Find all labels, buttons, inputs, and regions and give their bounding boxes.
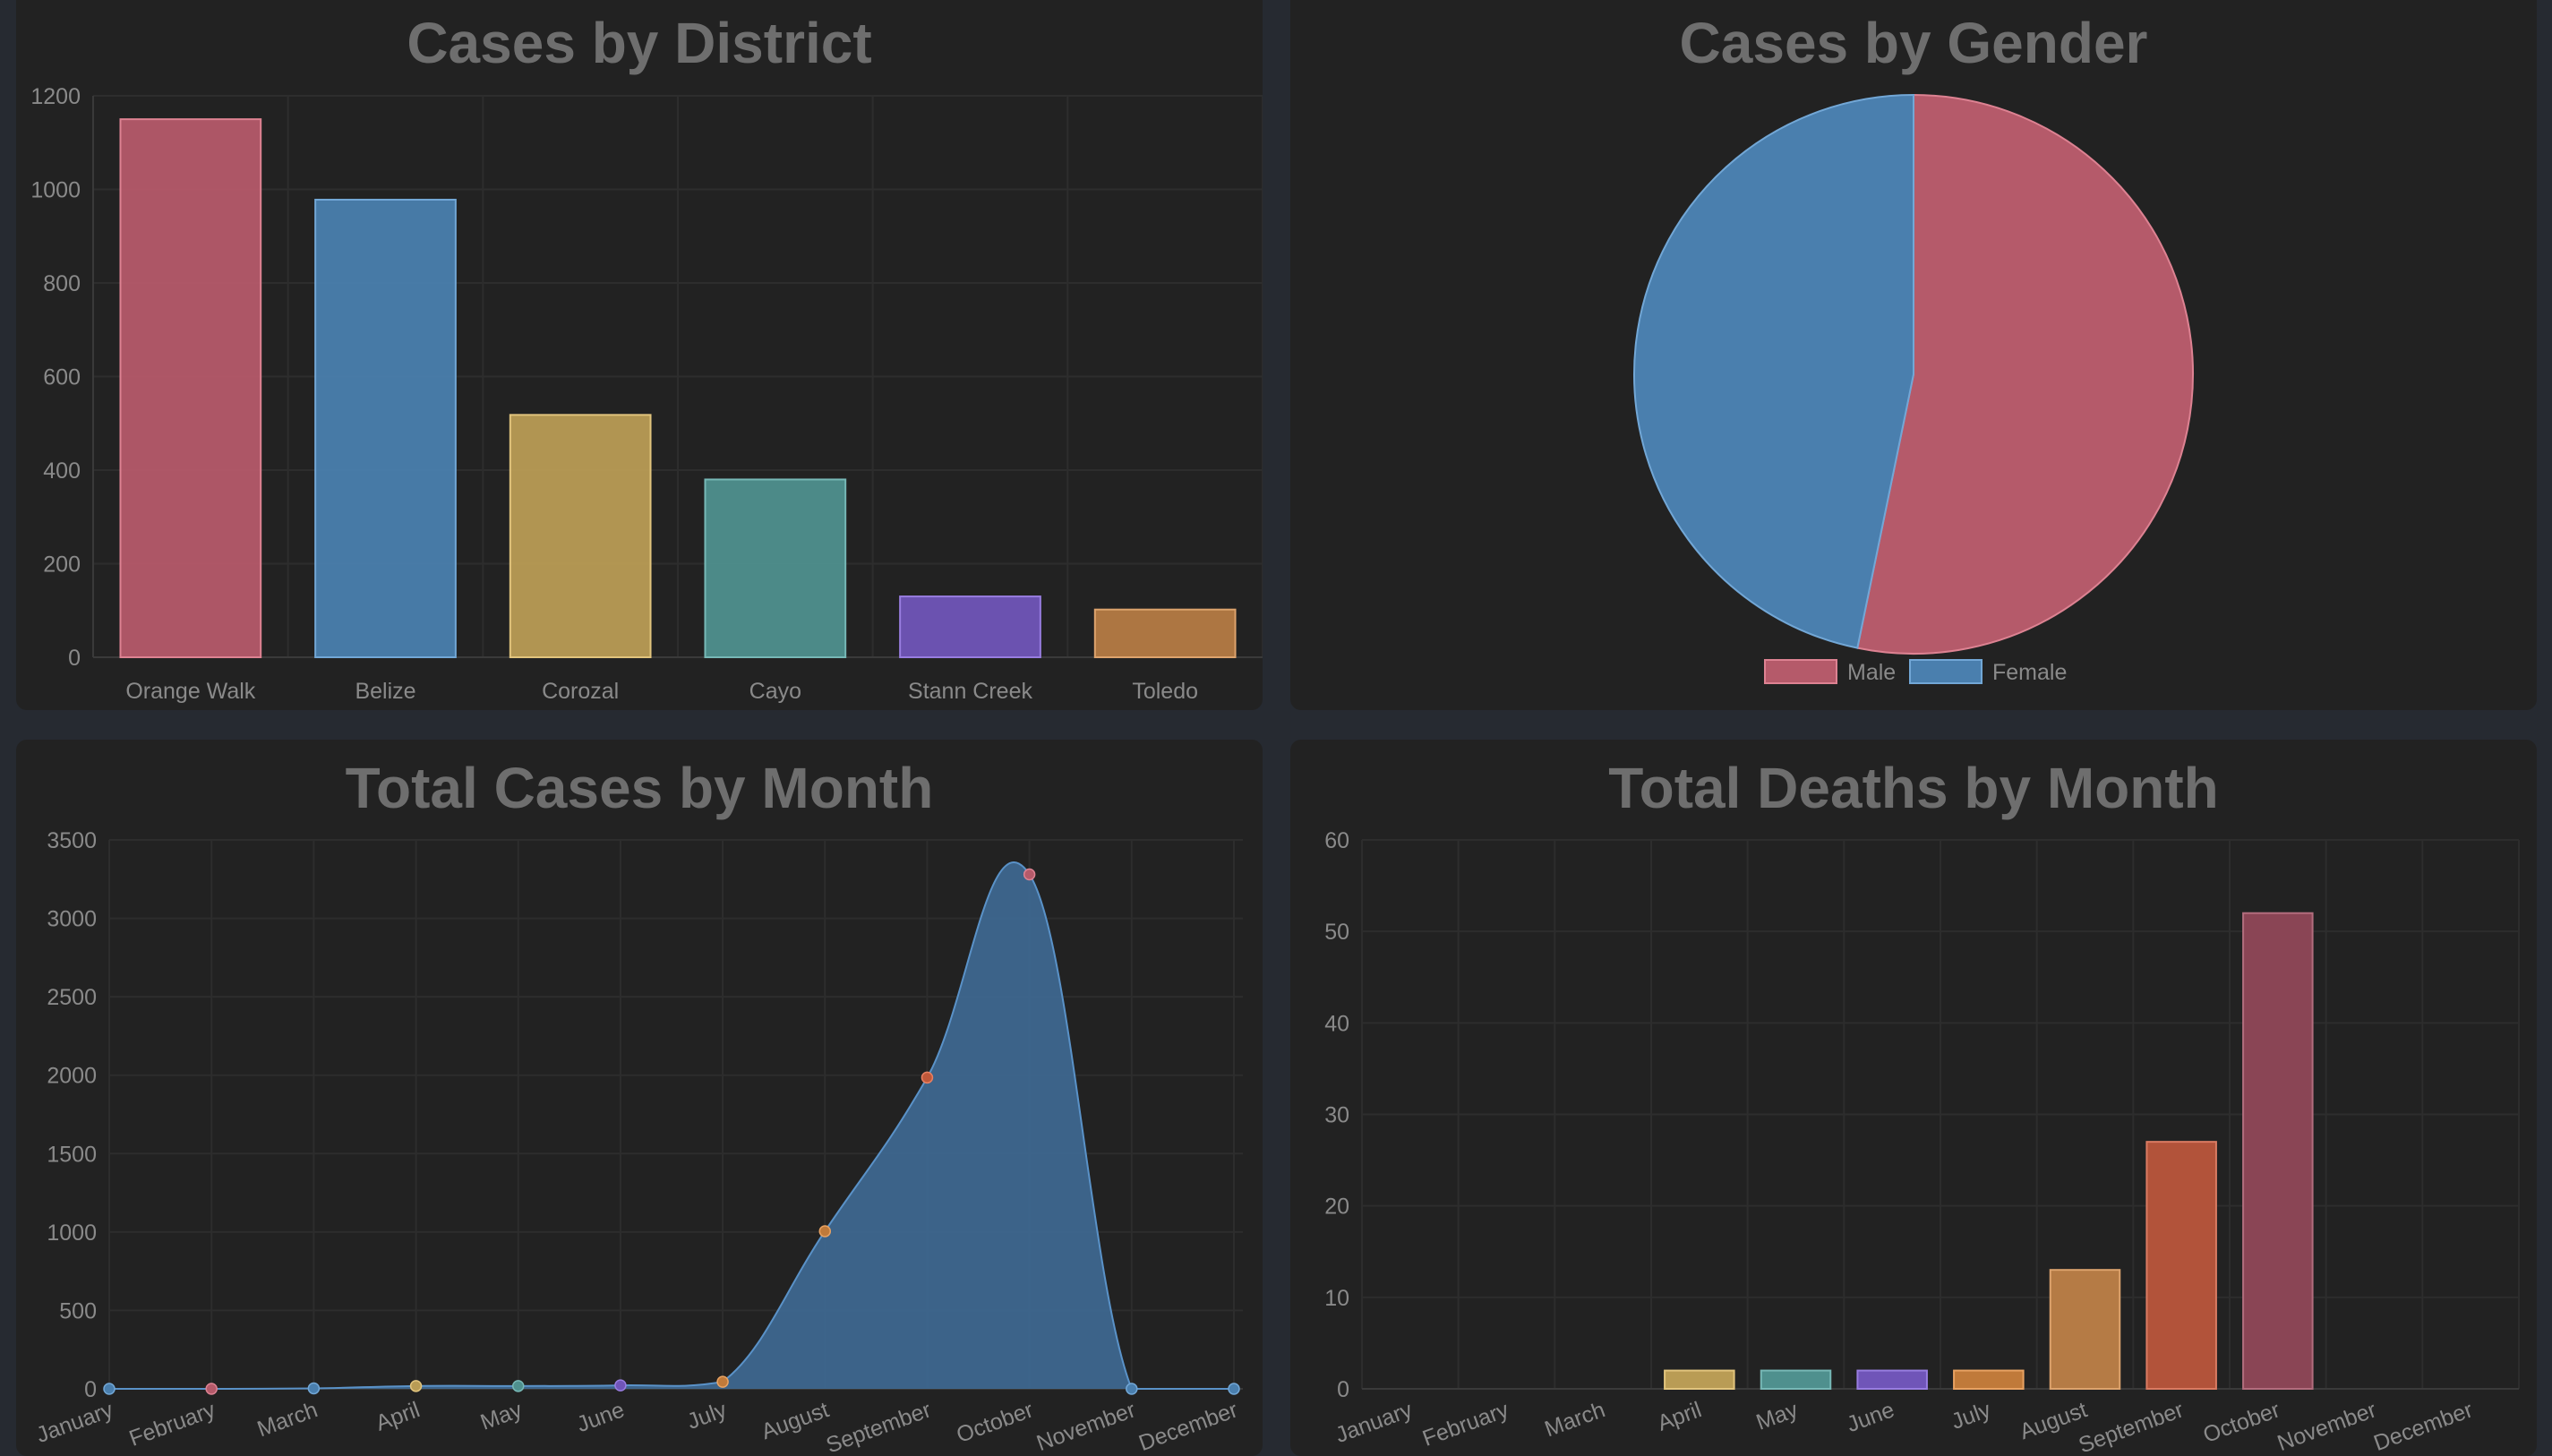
y-tick-label: 3500 [47, 828, 97, 853]
x-tick-label: Orange Walk [125, 679, 255, 704]
x-tick-label: January [33, 1397, 117, 1448]
data-point [716, 1375, 729, 1388]
bar [1953, 1369, 2025, 1390]
x-tick-label: June [573, 1397, 628, 1437]
x-tick-label: December [2370, 1397, 2476, 1456]
x-tick-label: August [758, 1397, 833, 1444]
data-point [409, 1380, 423, 1392]
area-fill [109, 861, 1234, 1389]
chart-title: Cases by District [407, 11, 871, 75]
y-tick-label: 600 [43, 365, 81, 390]
y-tick-label: 1500 [47, 1142, 97, 1167]
y-tick-label: 200 [43, 552, 81, 578]
y-tick-label: 800 [43, 271, 81, 296]
x-tick-label: October [954, 1397, 1037, 1448]
gender-pie-chart: Cases by Gender Male Female [1633, 11, 2194, 685]
y-tick-label: 0 [68, 646, 81, 671]
x-tick-label: November [1033, 1397, 1139, 1456]
y-tick-label: 400 [43, 458, 81, 484]
x-tick-label: February [126, 1397, 219, 1452]
x-tick-label: January [1332, 1397, 1417, 1448]
pie-slice [1633, 93, 1914, 649]
data-point [921, 1071, 934, 1084]
x-tick-label: July [684, 1397, 731, 1435]
y-tick-label: 1200 [30, 84, 81, 109]
data-point [1126, 1383, 1138, 1395]
bar [704, 478, 847, 659]
y-tick-label: 30 [1324, 1103, 1349, 1128]
bar [1093, 608, 1237, 659]
legend-swatch [1764, 659, 1837, 684]
x-tick-label: April [373, 1397, 424, 1435]
x-tick-label: Stann Creek [908, 679, 1032, 704]
pie-slice [1856, 93, 2194, 655]
y-tick-label: 2000 [47, 1064, 97, 1089]
x-tick-label: December [1135, 1397, 1241, 1456]
series-line [108, 861, 1234, 1391]
bar [2242, 912, 2314, 1390]
y-tick-label: 500 [59, 1298, 97, 1323]
y-tick-label: 20 [1324, 1195, 1349, 1220]
legend-label: Female [1992, 660, 2067, 685]
data-point [511, 1380, 525, 1392]
chart-title: Cases by Gender [1680, 11, 2148, 75]
gender-chart-panel: Cases by Gender Male Female [1290, 0, 2537, 710]
x-tick-label: May [1753, 1397, 1802, 1435]
x-tick-label: March [1541, 1397, 1608, 1442]
bar [2049, 1269, 2121, 1391]
y-tick-label: 50 [1324, 920, 1349, 945]
x-tick-label: Corozal [542, 679, 619, 704]
y-tick-label: 2500 [47, 985, 97, 1010]
bar [1664, 1369, 1735, 1390]
deaths-month-bar-chart: Total Deaths by Month 0 10 20 30 40 50 60 Janua… [1324, 756, 2520, 1456]
bar [119, 118, 262, 658]
cases-month-panel: Total Cases by Month 0 500 1000 1500 2000 250… [16, 740, 1263, 1456]
bar [314, 198, 457, 658]
x-tick-label: Toledo [1132, 679, 1198, 704]
y-tick-label: 0 [84, 1377, 97, 1402]
bar [509, 414, 652, 658]
y-tick-label: 1000 [47, 1220, 97, 1246]
x-tick-label: September [2076, 1397, 2187, 1456]
data-point [205, 1383, 218, 1395]
data-point [1023, 868, 1036, 881]
bar [2145, 1141, 2217, 1390]
data-point [614, 1379, 627, 1392]
legend-swatch [1909, 659, 1983, 684]
legend-label: Male [1847, 660, 1896, 685]
x-tick-label: Belize [355, 679, 415, 704]
x-tick-label: July [1948, 1397, 1995, 1435]
bar [899, 595, 1041, 659]
x-tick-label: February [1419, 1397, 1512, 1452]
x-tick-label: March [254, 1397, 321, 1442]
x-tick-label: October [2200, 1397, 2283, 1448]
y-tick-label: 1000 [30, 178, 81, 203]
x-tick-label: June [1844, 1397, 1898, 1437]
x-tick-label: September [823, 1397, 934, 1456]
x-tick-label: November [2274, 1397, 2380, 1456]
chart-title: Total Deaths by Month [1608, 756, 2218, 820]
data-point [1228, 1383, 1240, 1395]
y-tick-label: 40 [1324, 1011, 1349, 1036]
district-chart-panel: Cases by District 0 200 400 600 800 1000 1200 O… [16, 0, 1263, 710]
data-point [103, 1383, 116, 1395]
cases-month-area-chart: Total Cases by Month 0 500 1000 1500 2000 250… [33, 756, 1243, 1456]
x-tick-label: April [1654, 1397, 1705, 1435]
data-point [307, 1382, 321, 1395]
chart-title: Total Cases by Month [346, 756, 934, 820]
bar [1856, 1369, 1928, 1390]
y-tick-label: 60 [1324, 828, 1349, 853]
data-point [818, 1225, 832, 1238]
y-tick-label: 10 [1324, 1286, 1349, 1311]
bar [1760, 1369, 1832, 1390]
district-bar-chart: Cases by District 0 200 400 600 800 1000 1200 O… [30, 11, 1263, 704]
deaths-month-panel: Total Deaths by Month 0 10 20 30 40 50 60 Janua… [1290, 740, 2537, 1456]
x-tick-label: Cayo [749, 679, 801, 704]
y-tick-label: 3000 [47, 907, 97, 932]
y-tick-label: 0 [1337, 1377, 1349, 1402]
x-tick-label: May [477, 1397, 526, 1435]
